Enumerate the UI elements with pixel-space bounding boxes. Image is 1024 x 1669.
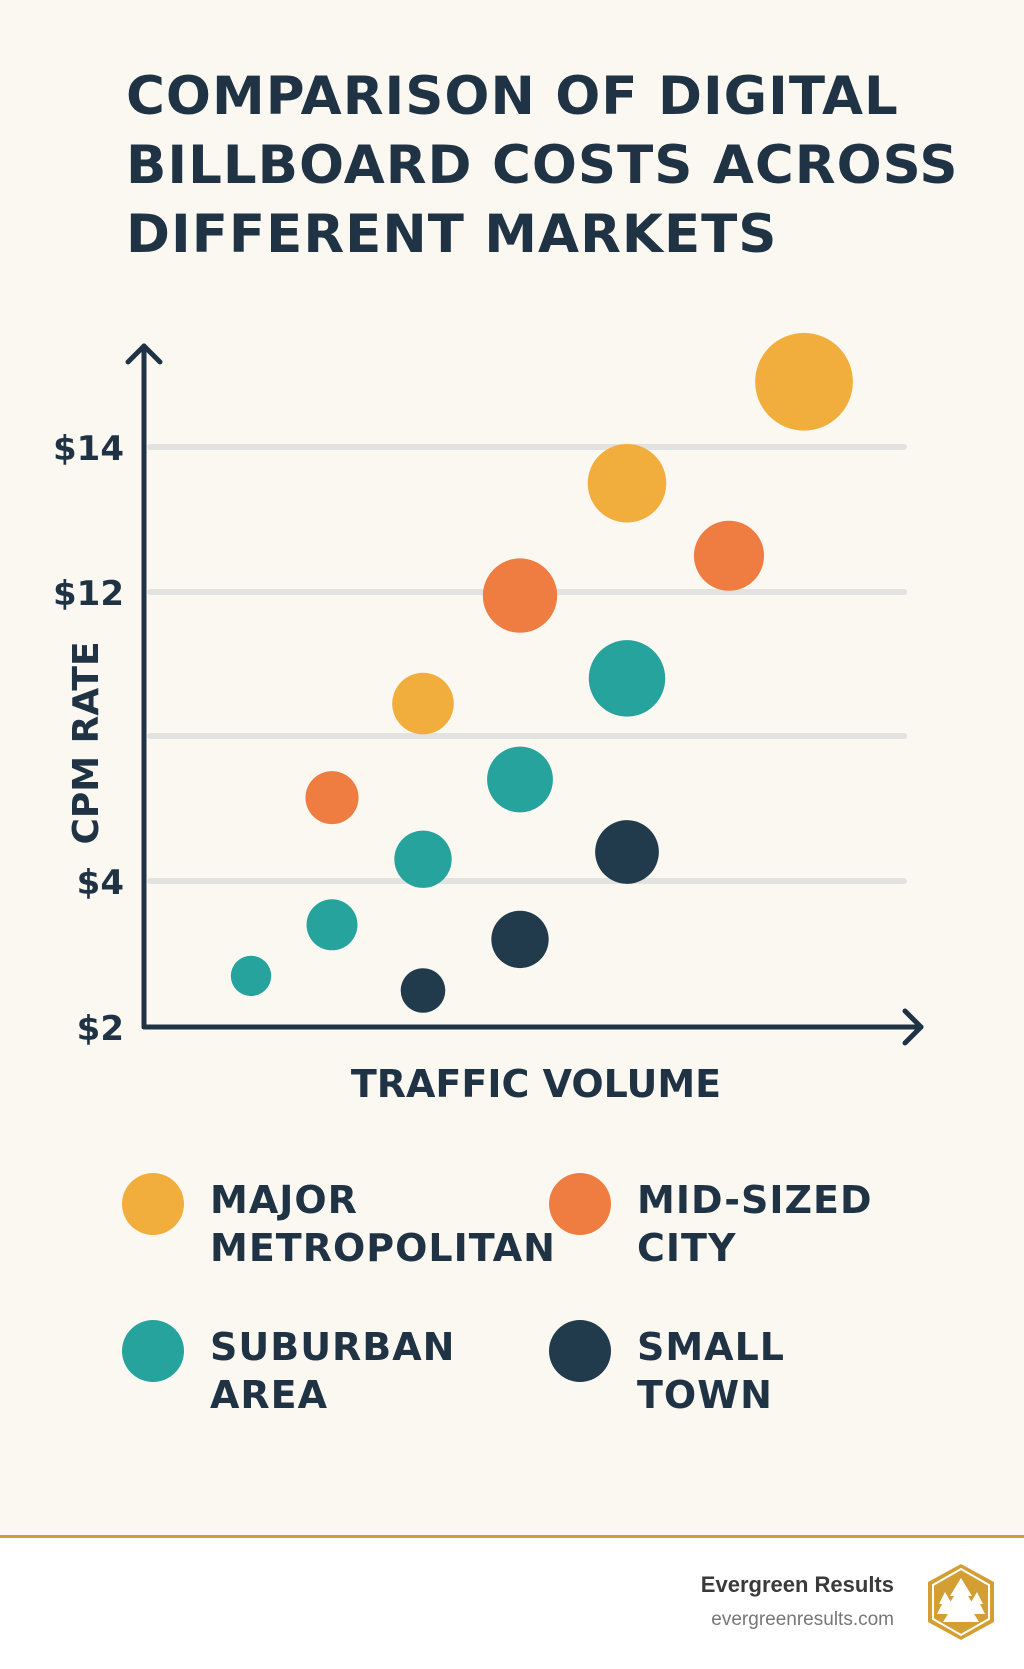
data-point-suburban-area [394,830,452,888]
data-point-major-metropolitan [587,443,667,523]
legend-swatch [549,1173,611,1235]
data-point-small-town [491,910,549,969]
legend-label: TOWN [637,1373,773,1417]
gridlines [147,444,907,884]
legend-swatch [122,1320,184,1382]
evergreen-tree-logo-icon [928,1564,994,1640]
data-point-mid-sized-city [693,520,765,591]
data-point-mid-sized-city [482,558,558,633]
legend-label: SMALL [637,1325,786,1369]
footer: Evergreen Results evergreenresults.com [0,1535,1024,1669]
legend-label: MID-SIZED [637,1178,873,1222]
title-line: DIFFERENT MARKETS [126,204,778,265]
y-tick-label: $2 [77,1009,124,1049]
legend-item-suburban-area: SUBURBAN AREA [122,1320,456,1419]
legend-item-small-town: SMALL TOWN [549,1320,786,1419]
data-point-major-metropolitan [392,672,454,735]
legend-item-major-metropolitan: MAJOR METROPOLITAN [122,1173,556,1272]
data-point-small-town [400,968,446,1013]
axes [125,343,924,1046]
legend-label: CITY [637,1226,737,1270]
data-point-suburban-area [588,640,666,717]
x-axis-arrow-icon [902,1008,924,1046]
legend-item-mid-sized-city: MID-SIZED CITY [549,1173,873,1272]
title-line: BILLBOARD COSTS ACROSS [126,135,959,196]
chart-title: COMPARISON OF DIGITAL BILLBOARD COSTS AC… [126,62,959,269]
legend-swatch [549,1320,611,1382]
title-line: COMPARISON OF DIGITAL [126,66,899,127]
data-point-suburban-area [487,746,553,813]
y-tick-labels: $2 $4 $12 $14 [53,429,124,1049]
y-tick-label: $12 [53,574,124,614]
legend-label: MAJOR [210,1178,358,1222]
legend-label: SUBURBAN [210,1325,456,1369]
legend-label: AREA [210,1373,329,1417]
data-points [230,332,853,1013]
y-axis-arrow-icon [125,343,163,365]
data-point-suburban-area [230,955,272,997]
x-axis-label: TRAFFIC VOLUME [351,1062,721,1106]
y-tick-label: $4 [77,863,124,903]
data-point-small-town [595,820,659,884]
data-point-suburban-area [306,899,358,951]
brand-name: Evergreen Results [700,1572,894,1597]
brand-url: evergreenresults.com [711,1609,894,1630]
data-point-mid-sized-city [305,771,359,825]
data-point-major-metropolitan [755,332,853,431]
legend-label: METROPOLITAN [210,1226,556,1270]
y-axis-label: CPM RATE [66,641,107,844]
legend-swatch [122,1173,184,1235]
y-tick-label: $14 [53,429,124,469]
bubble-chart: $2 $4 $12 $14 CPM RATE TRAFFIC VOLUME [53,332,924,1106]
